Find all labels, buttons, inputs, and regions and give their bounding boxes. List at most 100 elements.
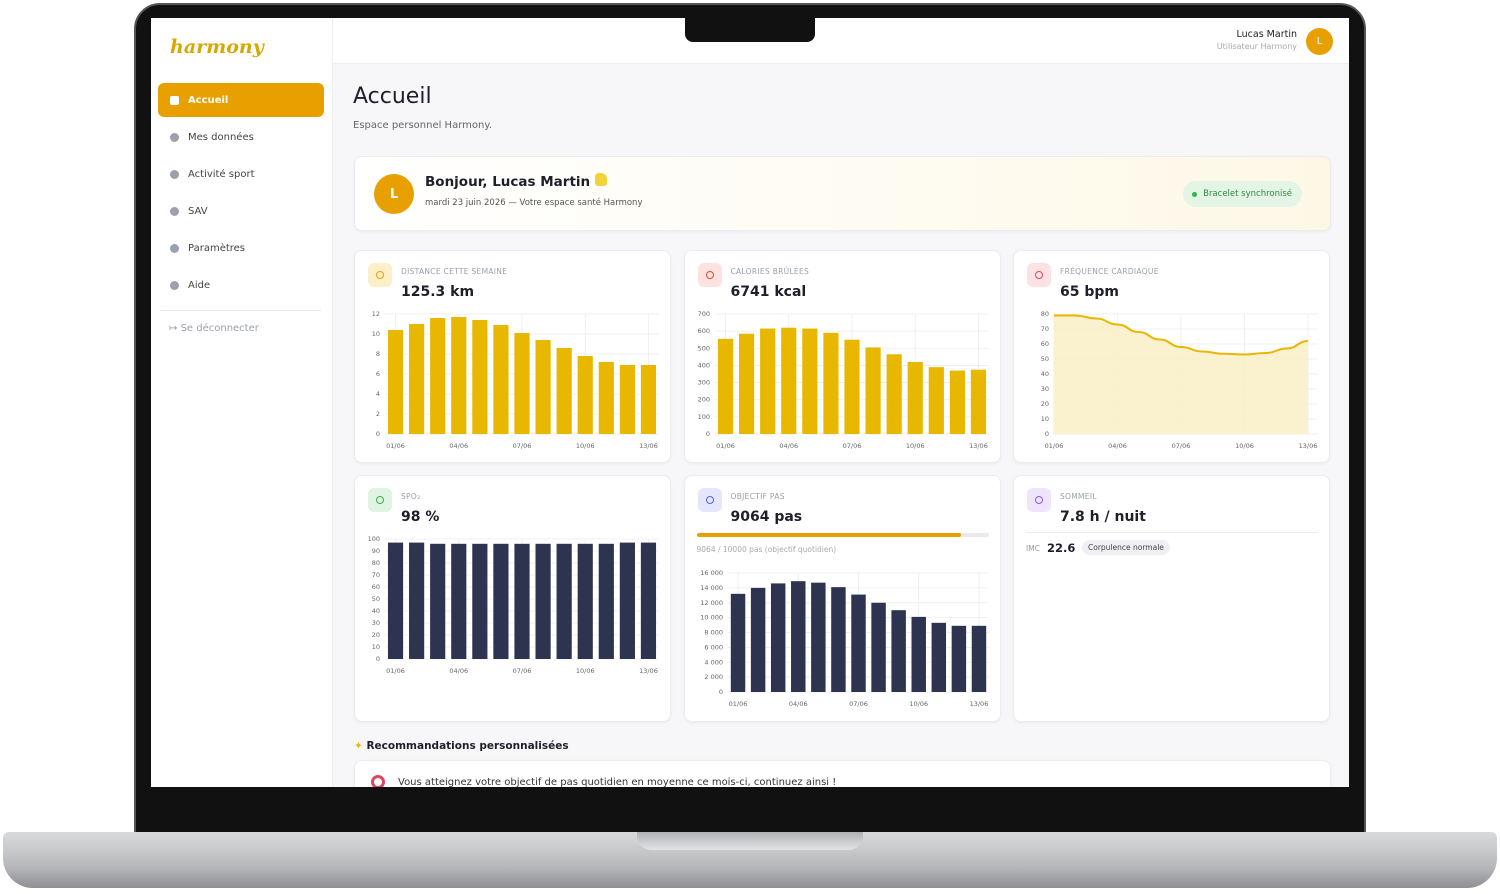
x-tick-label: 04/06 (449, 442, 468, 450)
card-label: SOMMEIL (1060, 492, 1097, 501)
y-tick-label: 6 (376, 370, 380, 378)
bar (472, 543, 488, 659)
bar (598, 362, 614, 434)
bar (556, 348, 572, 434)
bar (970, 369, 986, 434)
x-tick-label: 13/06 (969, 700, 988, 708)
card-label: DISTANCE CETTE SEMAINE (401, 267, 508, 276)
y-tick-label: 0 (718, 688, 722, 696)
y-tick-label: 100 (368, 535, 380, 543)
bar (928, 367, 944, 434)
welcome-date: mardi 23 juin 2026 — Votre espace santé … (425, 198, 643, 208)
bar (750, 587, 765, 692)
y-tick-label: 50 (372, 595, 380, 603)
metric-card: FRÉQUENCE CARDIAQUE 65 bpm 0 10 20 30 40 50 60 70… (1013, 250, 1330, 463)
bar (556, 543, 572, 659)
recommendations-title: ✦ Recommandations personnalisées (354, 740, 569, 752)
card-value: 125.3 km (401, 284, 475, 300)
metric-card: OBJECTIF PAS 9064 pas 9064 / 10000 pas (ob… (683, 475, 1001, 722)
y-tick-label: 8 (376, 350, 380, 358)
bar (738, 333, 754, 434)
bar (535, 543, 551, 659)
card-value: 65 bpm (1060, 284, 1119, 300)
progress-fill (696, 533, 962, 537)
x-tick-label: 10/06 (1235, 442, 1254, 450)
y-tick-label: 10 000 (700, 614, 723, 622)
sync-dot (1192, 191, 1198, 197)
bar (387, 330, 404, 434)
nav-icon (170, 243, 179, 253)
x-tick-label: 13/06 (639, 667, 658, 675)
recommendations-title-text: Recommandations personnalisées (366, 740, 569, 752)
logout-label: Se déconnecter (180, 323, 259, 334)
x-tick-label: 01/06 (716, 442, 735, 450)
y-tick-label: 2 (376, 410, 380, 418)
bmi-value: 22.6 (1047, 541, 1076, 555)
x-tick-label: 10/06 (576, 442, 595, 450)
y-tick-label: 10 (372, 643, 380, 651)
card-label: SPO₂ (401, 492, 421, 501)
nav-item[interactable]: Aide (158, 268, 324, 302)
y-tick-label: 0 (376, 655, 380, 663)
y-tick-label: 0 (376, 430, 380, 438)
bar (430, 543, 446, 659)
bar (830, 587, 846, 692)
nav-item[interactable]: Activité sport (158, 157, 324, 191)
y-tick-label: 10 (372, 330, 380, 338)
nav-label: Activité sport (188, 168, 255, 180)
nav-label: Mes données (188, 131, 254, 143)
y-tick-label: 20 (1041, 400, 1049, 408)
x-tick-label: 04/06 (779, 442, 798, 450)
nav-icon (170, 169, 179, 179)
separator (161, 310, 321, 311)
recommendation-icon (371, 775, 385, 787)
chart: 0 2 4 6 8 10 12 01/06 04/06 07/06 10/06 13/06 (372, 310, 659, 450)
card-icon-glyph (376, 271, 384, 279)
bar (780, 327, 796, 434)
bar (850, 594, 866, 692)
x-tick-label: 13/06 (1299, 442, 1318, 450)
topbar: Lucas Martin Utilisateur Harmony L (333, 18, 1349, 64)
nav-label: Paramètres (188, 242, 246, 254)
bar (514, 543, 530, 659)
x-tick-label: 07/06 (1172, 442, 1191, 450)
y-tick-label: 70 (372, 571, 380, 579)
card-icon (697, 263, 722, 287)
card-icon-glyph (376, 496, 384, 504)
user-name: Lucas Martin (1236, 29, 1297, 40)
greeting: Bonjour, Lucas Martin (425, 173, 607, 190)
greeting-text: Bonjour, Lucas Martin (425, 174, 591, 190)
bar (598, 543, 614, 659)
x-tick-label: 04/06 (1108, 442, 1127, 450)
user-avatar[interactable]: L (1306, 28, 1333, 55)
nav-label: Accueil (188, 94, 229, 106)
card-icon-glyph (705, 271, 714, 279)
recommendation-text: Vous atteignez votre objectif de pas quo… (398, 777, 837, 787)
nav-item[interactable]: Paramètres (158, 231, 324, 265)
y-tick-label: 14 000 (700, 584, 723, 592)
x-tick-label: 07/06 (842, 442, 861, 450)
card-icon (1027, 488, 1051, 512)
bar (619, 365, 635, 434)
y-tick-label: 20 (372, 631, 380, 639)
bar (911, 616, 926, 692)
bar (730, 593, 745, 692)
y-tick-label: 80 (1041, 310, 1049, 318)
nav-item[interactable]: Mes données (158, 120, 324, 154)
card-value: 7.8 h / nuit (1060, 509, 1146, 525)
bar (535, 340, 551, 434)
logout[interactable]: ↦ Se déconnecter (169, 323, 259, 334)
y-tick-label: 60 (372, 583, 380, 591)
card-value: 6741 kcal (730, 284, 807, 300)
sidebar: harmony ↦ Se déconnecter Accueil Mes donn… (151, 18, 333, 787)
nav-item[interactable]: SAV (158, 194, 324, 228)
card-value: 98 % (401, 509, 440, 525)
bmi-label: IMC (1026, 544, 1040, 553)
sparkle-icon: ✦ (354, 740, 367, 752)
nav-item[interactable]: Accueil (158, 83, 324, 117)
welcome-card: L Bonjour, Lucas Martin mardi 23 juin 20… (354, 156, 1331, 231)
x-tick-label: 04/06 (449, 667, 468, 675)
bmi-badge: Corpulence normale (1082, 540, 1170, 555)
y-tick-label: 2 000 (704, 673, 723, 681)
